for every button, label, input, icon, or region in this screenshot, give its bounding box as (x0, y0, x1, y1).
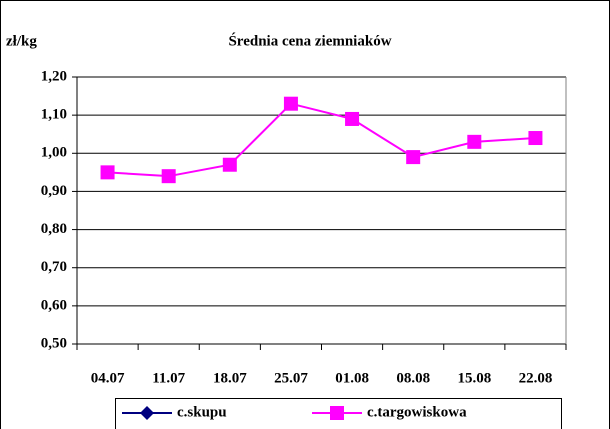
x-tick-label: 22.08 (519, 370, 553, 386)
point (222, 157, 237, 172)
x-tick-label: 08.08 (396, 370, 430, 386)
y-tick-label: 0,50 (41, 335, 67, 351)
y-tick-label: 0,80 (41, 221, 67, 237)
point (345, 111, 360, 126)
legend-marker (140, 406, 154, 420)
point (100, 165, 115, 180)
x-tick-label: 04.07 (91, 370, 125, 386)
x-tick-label: 01.08 (335, 370, 369, 386)
y-axis-label: zł/kg (6, 33, 37, 49)
legend-label: c.skupu (177, 404, 227, 420)
point (406, 150, 421, 165)
x-tick-label: 18.07 (213, 370, 247, 386)
point (528, 131, 543, 146)
point (467, 134, 482, 149)
y-tick-label: 1,00 (41, 145, 67, 161)
y-tick-label: 0,70 (41, 259, 67, 275)
y-tick-label: 1,20 (41, 68, 67, 84)
x-tick-label: 25.07 (274, 370, 308, 386)
y-tick-label: 0,60 (41, 297, 67, 313)
series-line (107, 102, 536, 178)
legend-marker (330, 406, 344, 420)
chart-title: Średnia cena ziemniaków (228, 32, 391, 49)
x-tick-label: 11.07 (152, 370, 185, 386)
legend-label: c.targowiskowa (367, 404, 467, 420)
x-tick-label: 15.08 (457, 370, 491, 386)
y-tick-label: 0,90 (41, 183, 67, 199)
y-tick-label: 1,10 (41, 107, 67, 123)
point (283, 96, 298, 111)
point (161, 169, 176, 184)
